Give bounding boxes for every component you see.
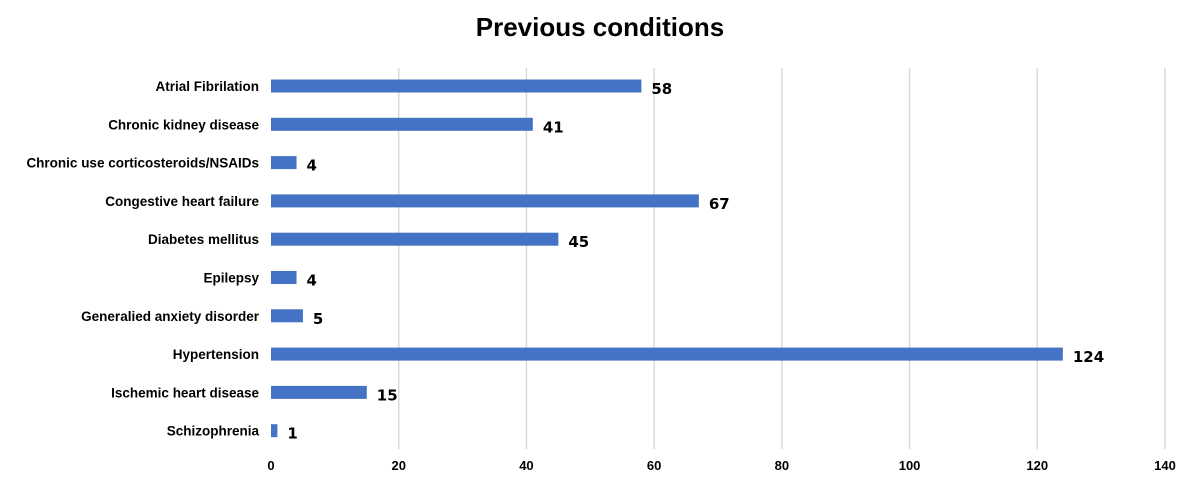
data-label: 41 [543, 118, 564, 136]
category-label: Ischemic heart disease [111, 385, 259, 400]
category-label: Generalied anxiety disorder [81, 309, 260, 324]
bar [271, 309, 303, 323]
x-tick-label: 140 [1154, 458, 1176, 473]
category-label: Schizophrenia [167, 424, 260, 439]
data-label: 45 [568, 233, 589, 251]
bar [271, 79, 642, 93]
bar [271, 194, 699, 208]
category-label: Atrial Fibrilation [155, 79, 259, 94]
x-tick-label: 40 [519, 458, 533, 473]
x-tick-label: 100 [899, 458, 921, 473]
data-label: 4 [307, 157, 317, 175]
data-label: 124 [1073, 348, 1104, 366]
data-label: 15 [377, 386, 398, 404]
category-label: Epilepsy [203, 271, 259, 286]
bar [271, 156, 297, 170]
category-label: Diabetes mellitus [148, 232, 259, 247]
bar [271, 232, 559, 246]
x-tick-label: 60 [647, 458, 661, 473]
gridlines [397, 68, 1166, 449]
x-tick-label: 0 [267, 458, 274, 473]
x-axis-tick-labels: 0 20 40 60 80 100 120 140 [267, 458, 1175, 473]
bar [271, 424, 278, 438]
chart-title: Previous conditions [476, 12, 725, 42]
bar [271, 385, 367, 399]
x-tick-label: 120 [1026, 458, 1048, 473]
bar [271, 271, 297, 284]
data-label: 67 [709, 195, 730, 213]
category-label: Chronic use corticosteroids/NSAIDs [26, 156, 259, 171]
x-tick-label: 80 [775, 458, 789, 473]
bar [271, 347, 1063, 361]
bar [271, 117, 533, 131]
data-label: 58 [651, 80, 672, 98]
data-label: 1 [287, 425, 297, 443]
data-label: 5 [313, 310, 323, 328]
x-tick-label: 20 [391, 458, 405, 473]
bars [271, 79, 1063, 438]
category-labels: Atrial Fibrilation Chronic kidney disease… [26, 79, 259, 439]
data-label: 4 [307, 272, 317, 290]
category-label: Hypertension [173, 347, 259, 362]
category-label: Congestive heart failure [105, 194, 259, 209]
category-label: Chronic kidney disease [108, 117, 259, 132]
